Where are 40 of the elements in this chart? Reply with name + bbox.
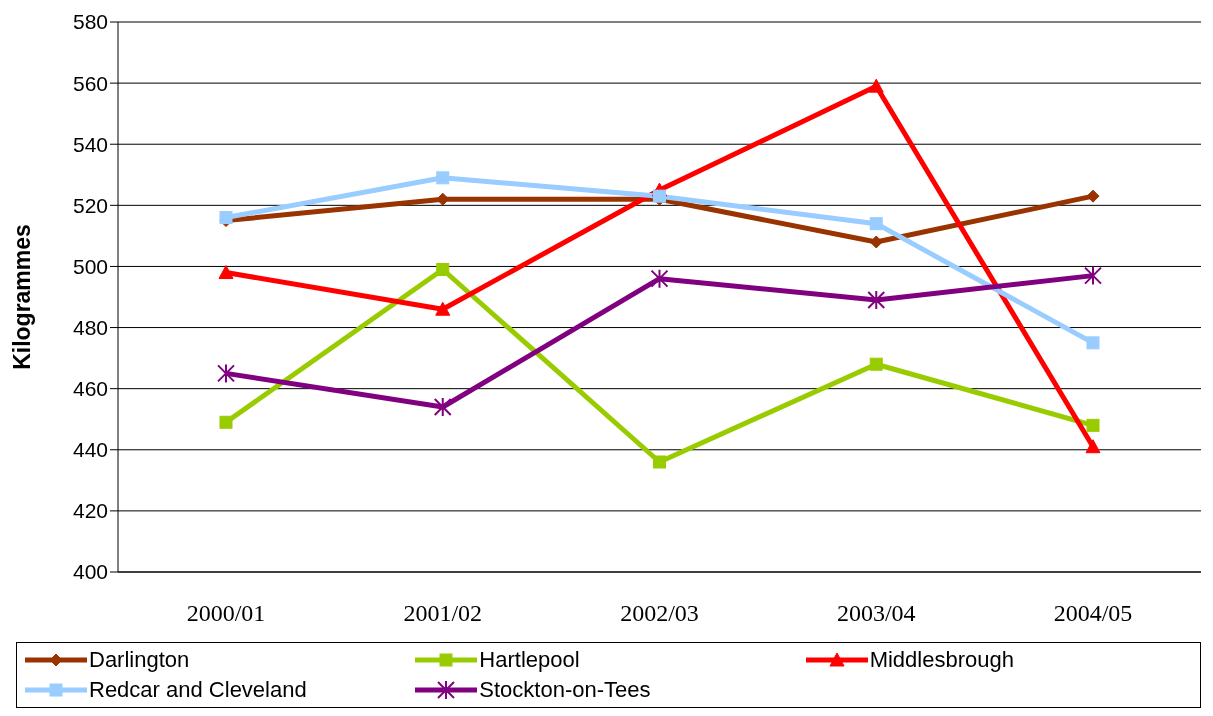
point xyxy=(867,290,886,311)
x-tick-label: 2001/02 xyxy=(403,600,483,627)
point xyxy=(1086,189,1100,203)
point xyxy=(869,235,883,249)
x-tick-label: 2003/04 xyxy=(836,600,916,627)
point xyxy=(1086,336,1100,350)
y-tick-label: 560 xyxy=(72,71,108,95)
x-tick-label: 2004/05 xyxy=(1053,600,1133,627)
x-tick-label: 2000/01 xyxy=(186,600,266,627)
legend-label: Hartlepool xyxy=(479,647,580,673)
point xyxy=(868,78,884,93)
y-axis-title: Kilogrammes xyxy=(9,224,36,370)
point xyxy=(869,217,883,231)
point xyxy=(217,363,235,384)
legend-label: Redcar and Cleveland xyxy=(89,677,307,703)
y-tick-label: 460 xyxy=(72,377,108,401)
legend-label: Stockton-on-Tees xyxy=(479,677,651,703)
x-tick-label: 2002/03 xyxy=(620,600,699,627)
legend-label: Darlington xyxy=(89,647,190,673)
point xyxy=(653,455,666,469)
point xyxy=(436,263,450,276)
y-tick-label: 540 xyxy=(72,132,108,156)
legend-label: Middlesbrough xyxy=(869,647,1014,673)
point xyxy=(219,415,233,429)
point xyxy=(1085,439,1101,454)
point xyxy=(869,357,883,371)
point xyxy=(1086,418,1100,432)
y-tick-label: 500 xyxy=(72,254,108,278)
point xyxy=(433,397,452,417)
point xyxy=(218,265,234,280)
point xyxy=(435,301,451,316)
point xyxy=(650,268,669,289)
y-tick-label: 400 xyxy=(72,560,108,584)
point xyxy=(436,171,450,185)
y-tick-label: 520 xyxy=(72,193,108,217)
y-tick-label: 440 xyxy=(72,438,108,462)
y-tick-label: 580 xyxy=(72,10,108,34)
y-tick-label: 480 xyxy=(72,316,108,340)
y-tick-label: 420 xyxy=(72,499,108,523)
point xyxy=(1084,265,1102,286)
